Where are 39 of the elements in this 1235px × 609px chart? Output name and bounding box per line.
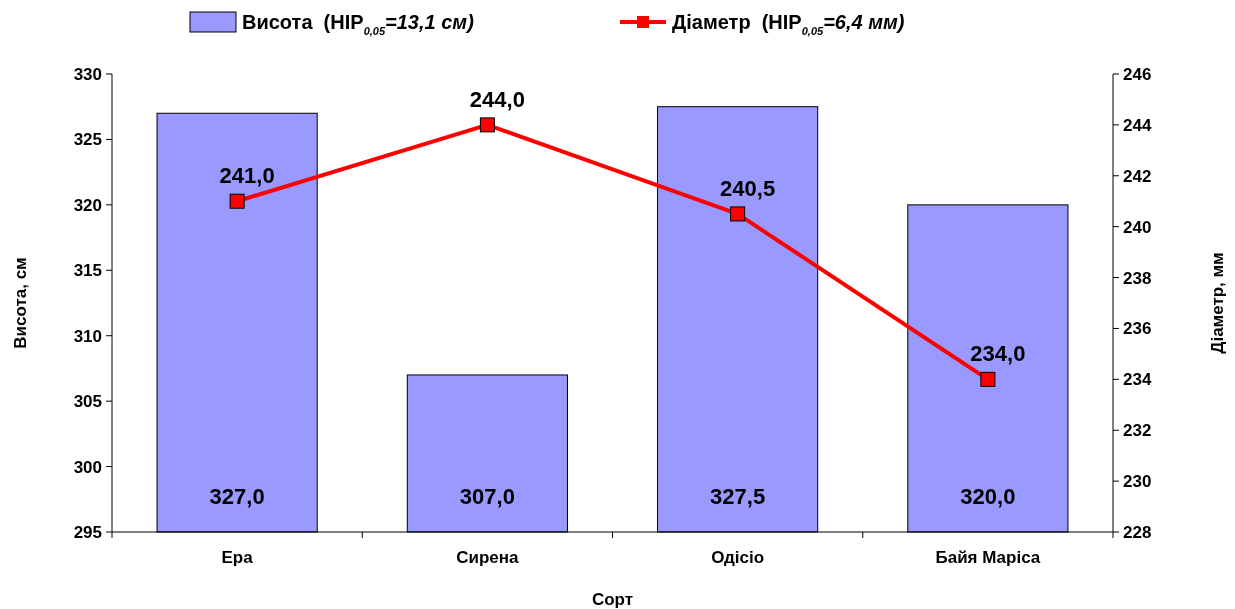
y-tick-label: 300 xyxy=(73,457,102,477)
y-tick-label: 325 xyxy=(73,130,102,150)
y2-tick-label: 238 xyxy=(1123,268,1152,288)
y2-tick-label: 232 xyxy=(1123,421,1152,441)
data-label: 240,5 xyxy=(720,175,776,201)
y2-tick-label: 240 xyxy=(1123,217,1152,237)
y2-tick-label: 230 xyxy=(1123,472,1152,492)
y-tick-label: 320 xyxy=(73,195,102,215)
data-label: 320,0 xyxy=(960,484,1016,509)
point xyxy=(479,117,495,133)
legend-label: Висота (HIP$_{0,05}$=13,1 см) xyxy=(242,11,475,37)
point xyxy=(980,371,996,387)
data-label: 307,0 xyxy=(459,484,515,509)
y2-tick-label: 228 xyxy=(1123,522,1152,542)
x-tick-label: Сирена xyxy=(456,548,520,567)
y2-tick-label: 246 xyxy=(1123,64,1152,84)
y-tick-label: 330 xyxy=(73,64,102,84)
y-axis-title: Висота, см xyxy=(11,257,30,349)
x-tick-label: Одісіо xyxy=(711,548,765,567)
x-axis-title: Сорт xyxy=(591,590,634,609)
data-label: 327,5 xyxy=(710,484,766,509)
y-tick-label: 310 xyxy=(73,326,102,346)
y2-tick-label: 236 xyxy=(1123,319,1152,339)
y2-axis-title: Діаметр, мм xyxy=(1208,252,1227,354)
y2-tick-label: 244 xyxy=(1123,115,1152,135)
data-label: 327,0 xyxy=(209,484,265,509)
y-tick-label: 295 xyxy=(73,522,102,542)
point xyxy=(229,193,245,209)
legend-label: Діаметр (HIP$_{0,05}$=6,4 мм) xyxy=(672,11,905,37)
point xyxy=(730,206,746,222)
y-tick-label: 315 xyxy=(73,261,102,281)
data-label: 234,0 xyxy=(970,341,1026,367)
y-tick-label: 305 xyxy=(73,392,102,412)
y2-tick-label: 234 xyxy=(1123,370,1152,390)
data-label: 244,0 xyxy=(469,86,525,112)
y2-tick-label: 242 xyxy=(1123,166,1152,186)
x-tick-label: Байя Маріса xyxy=(935,548,1041,567)
x-tick-label: Ера xyxy=(221,548,254,567)
data-label: 241,0 xyxy=(219,163,275,189)
